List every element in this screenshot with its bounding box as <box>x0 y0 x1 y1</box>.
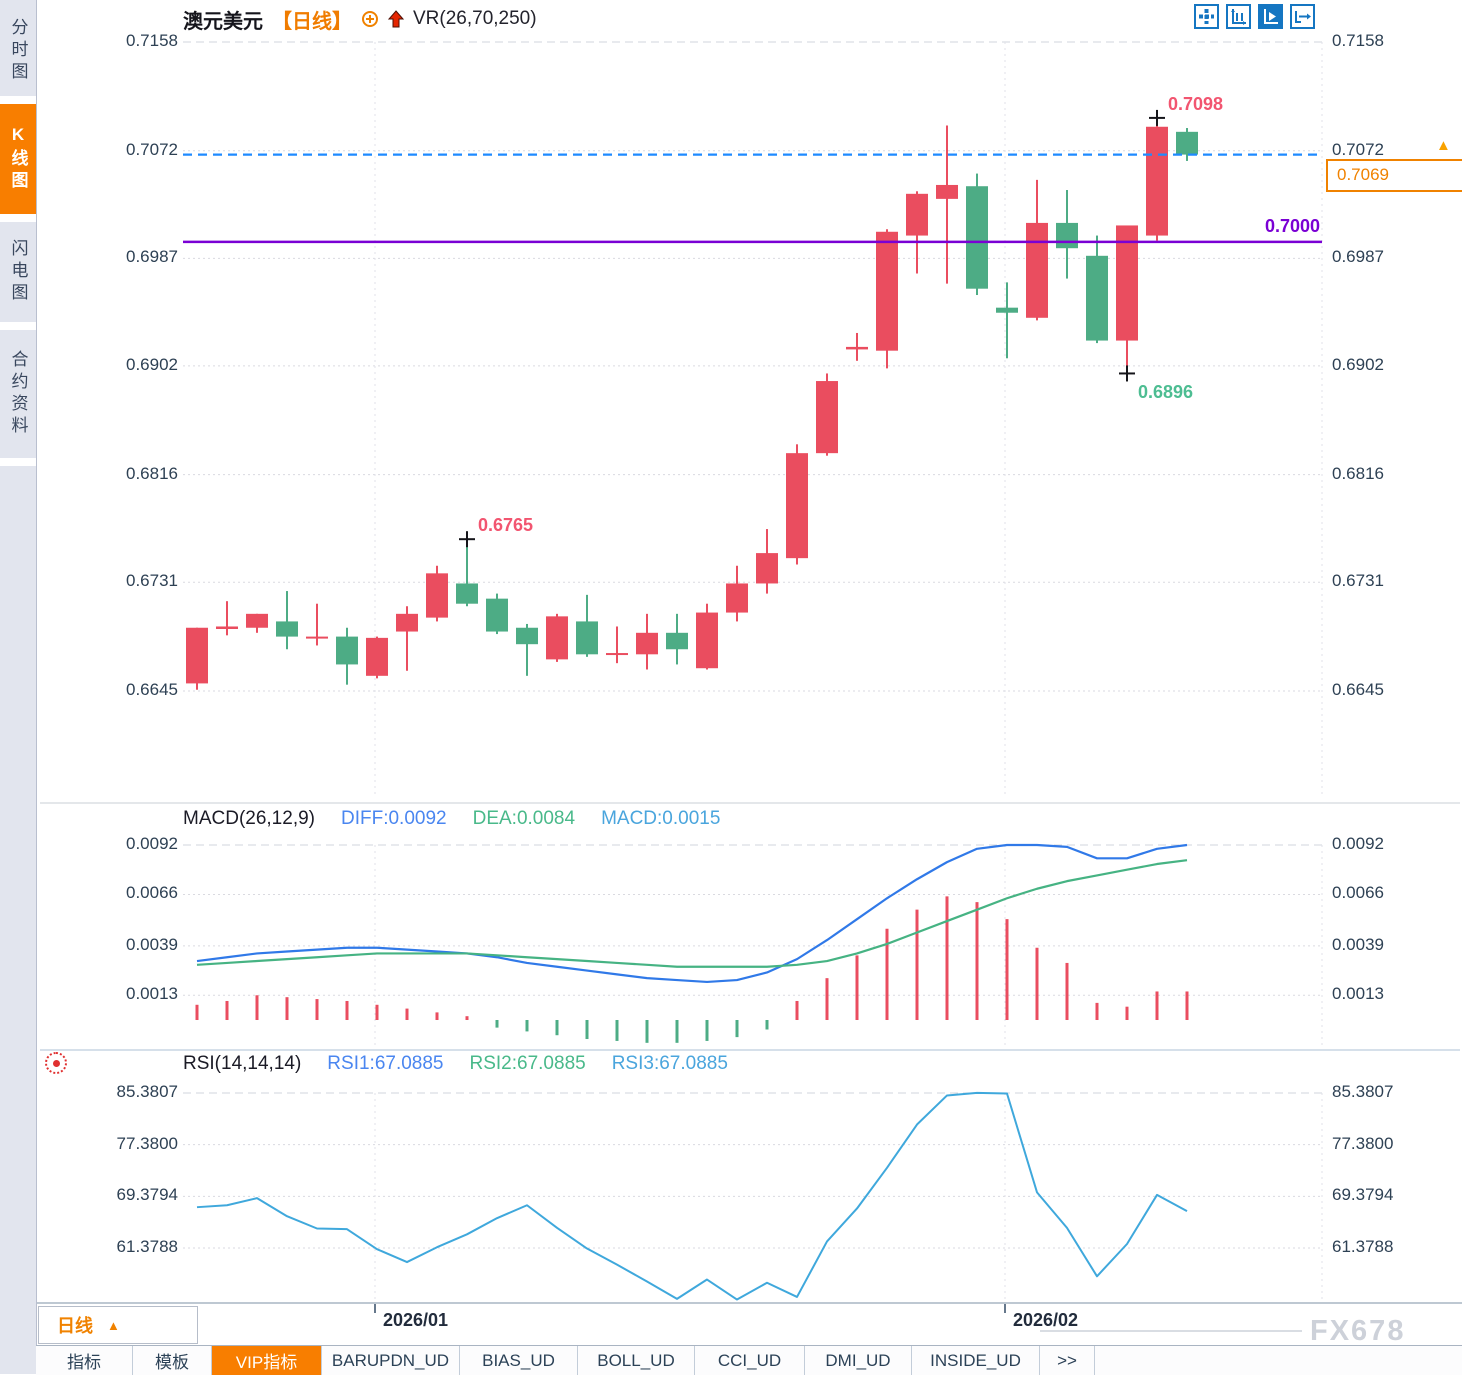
indicator-tab-BIAS_UD[interactable]: BIAS_UD <box>460 1346 578 1375</box>
sidebar-divider <box>0 458 36 466</box>
price-up-triangle-icon: ▲ <box>1436 136 1451 154</box>
chart-header: 澳元美元 【日线】 VR(26,70,250) <box>183 5 537 33</box>
indicator-tab-DMI_UD[interactable]: DMI_UD <box>805 1346 912 1375</box>
indicator-tab-VIP指标[interactable]: VIP指标 <box>212 1346 322 1375</box>
y-axis-label: 69.3794 <box>116 1185 178 1205</box>
y-axis-label: 0.6645 <box>1332 679 1384 699</box>
y-axis-label: 69.3794 <box>1332 1185 1394 1205</box>
indicator-label: VR(26,70,250) <box>413 8 537 29</box>
sidebar-tab-2[interactable]: K线图 <box>0 104 36 214</box>
axis-range-icon[interactable] <box>1226 4 1251 29</box>
y-axis-label: 0.6816 <box>126 463 178 483</box>
sidebar: 分时图 K线图闪电图合约资料 <box>0 0 37 1374</box>
indicator-tab-模板[interactable]: 模板 <box>133 1346 212 1375</box>
macd-header: MACD(26,12,9) DIFF:0.0092 DEA:0.0084 MAC… <box>183 808 720 830</box>
sidebar-tab-3[interactable]: 闪电图 <box>0 222 36 322</box>
y-axis-label: 0.0013 <box>126 984 178 1004</box>
y-axis-label: 0.6731 <box>1332 571 1384 591</box>
extreme-price-label: 0.7098 <box>1168 93 1224 114</box>
sidebar-tab-1[interactable]: 分时图 <box>0 6 36 96</box>
extreme-price-label: 0.6896 <box>1138 382 1194 403</box>
y-axis-label: 0.0039 <box>1332 934 1384 954</box>
y-axis-label: 0.7158 <box>126 31 178 50</box>
support-price-label: 0.7000 <box>1264 215 1320 236</box>
macd-diff-readout: DIFF:0.0092 <box>341 808 447 829</box>
y-axis-label: 0.0092 <box>126 833 178 853</box>
y-axis-label: 0.6645 <box>126 679 178 699</box>
more-tabs-button[interactable]: >> <box>1040 1346 1095 1375</box>
y-axis-label: 0.6816 <box>1332 463 1384 483</box>
exit-right-icon[interactable] <box>1290 4 1315 29</box>
symbol-title: 澳元美元 <box>183 10 263 33</box>
watermark: FX678 <box>1310 1315 1406 1347</box>
sidebar-tab-4[interactable]: 合约资料 <box>0 330 36 458</box>
y-axis-label: 0.0066 <box>1332 883 1384 903</box>
y-axis-label: 0.6902 <box>1332 354 1384 374</box>
y-axis-label: 0.6902 <box>126 354 178 374</box>
y-axis-label: 0.0066 <box>126 883 178 903</box>
y-axis-label: 0.7072 <box>126 139 178 159</box>
macd-value-readout: MACD:0.0015 <box>601 808 721 829</box>
y-axis-label: 0.6987 <box>1332 247 1384 267</box>
y-axis-label: 0.0013 <box>1332 984 1384 1004</box>
current-price-box: 0.7069 <box>1326 158 1462 192</box>
y-axis-label: 0.6987 <box>126 247 178 267</box>
y-axis-label: 0.0039 <box>126 934 178 954</box>
period-up-triangle-icon: ▲ <box>107 1317 120 1333</box>
y-axis-label: 85.3807 <box>1332 1082 1394 1101</box>
rsi1-readout: RSI1:67.0885 <box>327 1053 444 1074</box>
pan-icon[interactable] <box>1194 4 1219 29</box>
up-arrow-icon <box>388 9 404 29</box>
indicator-tab-BARUPDN_UD[interactable]: BARUPDN_UD <box>322 1346 460 1375</box>
rsi2-readout: RSI2:67.0885 <box>469 1053 586 1074</box>
current-price-value: 0.7069 <box>1337 165 1389 185</box>
chart-toolbar <box>1194 4 1315 29</box>
y-axis-label: 61.3788 <box>116 1237 178 1256</box>
rsi-params: RSI(14,14,14) <box>183 1053 302 1074</box>
rsi3-readout: RSI3:67.0885 <box>611 1053 728 1074</box>
y-axis-label: 0.6731 <box>126 571 178 591</box>
indicator-tab-INSIDE_UD[interactable]: INSIDE_UD <box>912 1346 1040 1375</box>
macd-dea-readout: DEA:0.0084 <box>472 808 576 829</box>
y-axis-label: 77.3800 <box>1332 1133 1394 1153</box>
indicator-tab-bar: 指标 模板 VIP指标 BARUPDN_UD BIAS_UD BOLL_UD CCI_UD D… <box>36 1345 1462 1375</box>
period-tag: 【日线】 <box>272 10 352 33</box>
period-selector[interactable]: 日线 ▲ <box>38 1306 198 1344</box>
x-axis-month-label: 2026/01 <box>383 1310 449 1330</box>
magnifier-icon[interactable] <box>361 10 379 28</box>
extreme-price-label: 0.6765 <box>478 515 534 536</box>
macd-params: MACD(26,12,9) <box>183 808 315 829</box>
sidebar-divider <box>0 322 36 330</box>
period-selector-label: 日线 <box>57 1316 93 1336</box>
sidebar-divider <box>0 96 36 104</box>
x-axis-month-label: 2026/02 <box>1013 1310 1079 1330</box>
y-axis-label: 0.0092 <box>1332 833 1384 853</box>
indicator-tab-指标[interactable]: 指标 <box>36 1346 133 1375</box>
indicator-tab-CCI_UD[interactable]: CCI_UD <box>695 1346 805 1375</box>
indicator-tab-BOLL_UD[interactable]: BOLL_UD <box>578 1346 695 1375</box>
rsi-header: RSI(14,14,14) RSI1:67.0885 RSI2:67.0885 … <box>183 1053 728 1075</box>
y-axis-label: 77.3800 <box>116 1133 178 1153</box>
sidebar-divider <box>0 214 36 222</box>
y-axis-label: 0.7158 <box>1332 31 1384 50</box>
y-axis-label: 61.3788 <box>1332 1237 1394 1256</box>
axis-play-icon[interactable] <box>1258 4 1283 29</box>
y-axis-label: 85.3807 <box>116 1082 178 1101</box>
alarm-target-icon[interactable] <box>45 1052 67 1074</box>
y-axis-label: 0.7072 <box>1332 139 1384 159</box>
